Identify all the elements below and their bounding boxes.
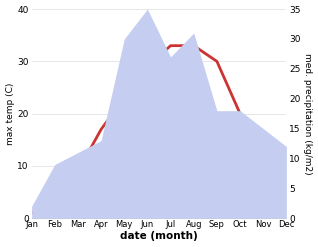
Y-axis label: max temp (C): max temp (C) [5,82,15,145]
X-axis label: date (month): date (month) [120,231,198,242]
Y-axis label: med. precipitation (kg/m2): med. precipitation (kg/m2) [303,53,313,174]
